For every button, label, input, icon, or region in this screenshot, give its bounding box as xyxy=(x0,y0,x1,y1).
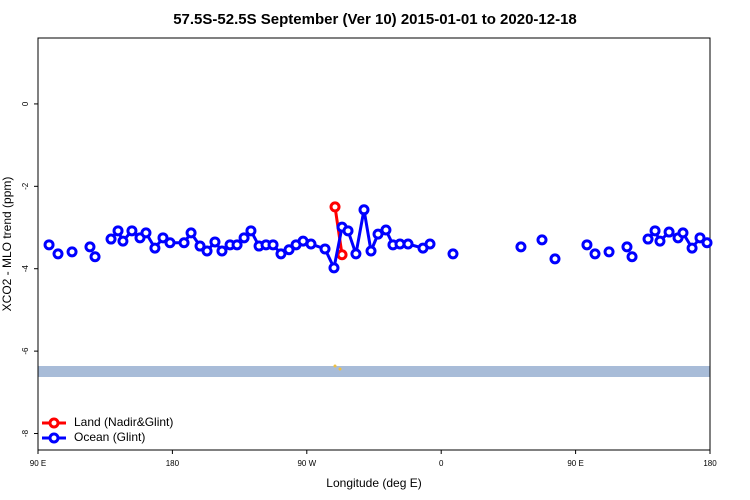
x-axis-label: Longitude (deg E) xyxy=(326,476,421,490)
data-point xyxy=(654,235,666,247)
data-point xyxy=(642,233,654,245)
x-tick-label: 90 E xyxy=(567,459,583,468)
data-point xyxy=(677,227,689,239)
data-point xyxy=(126,225,138,237)
data-point xyxy=(447,248,459,260)
x-tick-label: 90 W xyxy=(297,459,316,468)
data-point xyxy=(305,238,317,250)
chart-title: 57.5S-52.5S September (Ver 10) 2015-01-0… xyxy=(173,11,577,28)
data-point xyxy=(365,245,377,257)
data-point xyxy=(549,253,561,265)
data-point xyxy=(209,236,221,248)
data-point xyxy=(140,227,152,239)
data-point xyxy=(424,238,436,250)
data-point xyxy=(275,248,287,260)
data-point xyxy=(201,245,213,257)
y-tick-label: -8 xyxy=(21,429,30,437)
y-tick-label: 0 xyxy=(21,101,30,106)
data-point xyxy=(589,248,601,260)
data-point xyxy=(621,241,633,253)
data-point xyxy=(112,225,124,237)
data-point xyxy=(581,239,593,251)
legend-marker xyxy=(48,417,60,429)
y-tick-label: -4 xyxy=(21,265,30,273)
y-axis-label: XCO2 - MLO trend (ppm) xyxy=(0,177,14,312)
data-point xyxy=(157,232,169,244)
data-point xyxy=(185,227,197,239)
data-point xyxy=(663,226,675,238)
legend-label: Ocean (Glint) xyxy=(74,430,145,444)
x-tick-label: 180 xyxy=(166,459,180,468)
data-point xyxy=(515,241,527,253)
data-point xyxy=(283,244,295,256)
legend-label: Land (Nadir&Glint) xyxy=(74,415,173,429)
data-point xyxy=(329,201,341,213)
data-point xyxy=(686,242,698,254)
data-point xyxy=(372,228,384,240)
data-point xyxy=(105,233,117,245)
data-point xyxy=(358,204,370,216)
data-point xyxy=(350,248,362,260)
data-point xyxy=(603,246,615,258)
data-point xyxy=(117,235,129,247)
data-point xyxy=(649,225,661,237)
data-point xyxy=(43,239,55,251)
data-point xyxy=(694,232,706,244)
data-point xyxy=(216,245,228,257)
data-point xyxy=(380,224,392,236)
data-point xyxy=(245,225,257,237)
data-point xyxy=(336,249,348,261)
data-point xyxy=(238,232,250,244)
data-point xyxy=(231,239,243,251)
x-tick-label: 180 xyxy=(703,459,717,468)
map-land xyxy=(338,367,342,371)
x-tick-label: 0 xyxy=(439,459,444,468)
data-point xyxy=(149,242,161,254)
data-point xyxy=(84,241,96,253)
data-point xyxy=(164,237,176,249)
x-tick-label: 90 E xyxy=(30,459,46,468)
data-point xyxy=(342,225,354,237)
legend-marker xyxy=(48,432,60,444)
data-point xyxy=(536,234,548,246)
data-point xyxy=(267,239,279,251)
y-tick-label: -2 xyxy=(21,182,30,190)
data-point xyxy=(178,237,190,249)
data-point xyxy=(701,237,713,249)
data-point xyxy=(626,251,638,263)
data-point xyxy=(402,238,414,250)
data-point xyxy=(319,243,331,255)
data-point xyxy=(66,246,78,258)
data-point xyxy=(52,248,64,260)
data-point xyxy=(89,251,101,263)
map-strip xyxy=(38,366,710,377)
y-tick-label: -6 xyxy=(21,347,30,355)
data-point xyxy=(328,262,340,274)
map-land xyxy=(333,364,337,368)
data-point xyxy=(194,240,206,252)
